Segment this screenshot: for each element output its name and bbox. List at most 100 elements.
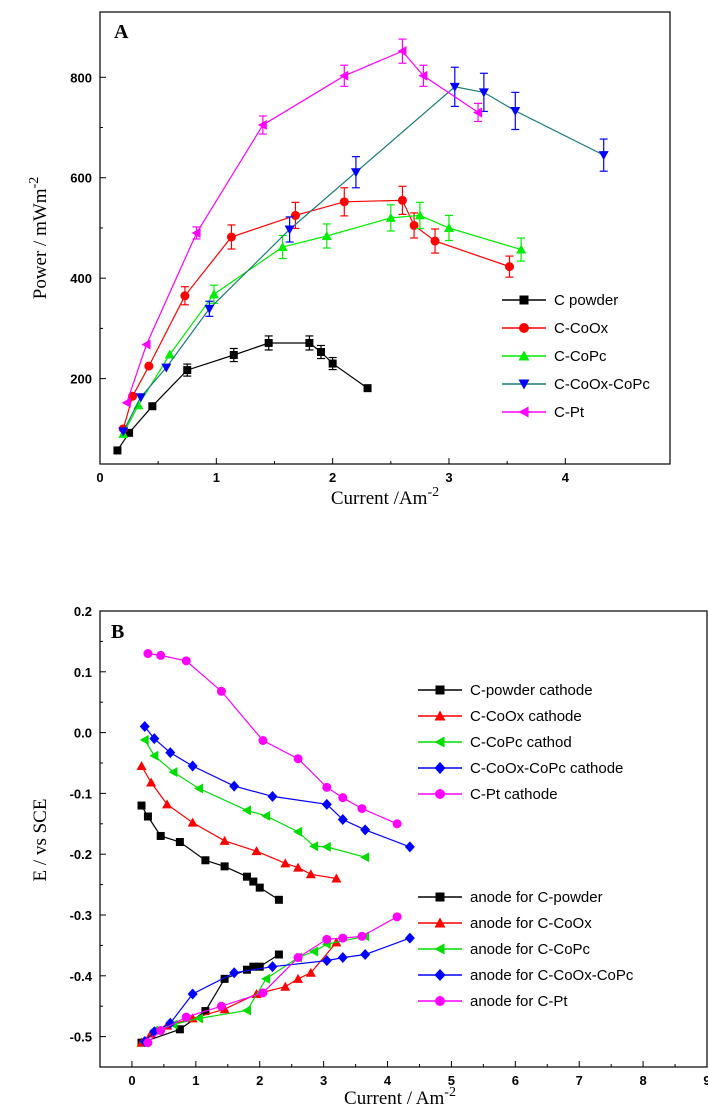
legend-marker: [435, 892, 445, 902]
data-point: [277, 242, 288, 252]
y-tick-label: -0.4: [70, 969, 93, 984]
data-point: [274, 950, 283, 959]
data-point: [274, 895, 283, 904]
data-point: [242, 872, 251, 881]
data-point: [156, 831, 165, 840]
data-point: [360, 852, 370, 863]
legend-entry: C-CoPc cathod: [418, 734, 572, 751]
data-point: [337, 952, 348, 964]
data-point: [321, 798, 332, 810]
legend-marker: [435, 789, 445, 799]
data-point: [261, 973, 271, 984]
series-c-copc: [118, 201, 527, 438]
data-point: [143, 812, 152, 821]
series-line: [122, 199, 510, 429]
data-point: [143, 1038, 153, 1048]
series-c-copc-cathod: [139, 734, 370, 863]
y-tick-label: 0.0: [74, 726, 92, 741]
data-point: [339, 70, 349, 81]
data-point: [309, 946, 319, 957]
panel-a-x-axis-label: Current /Am: [331, 488, 428, 509]
legend-label: C-CoPc cathod: [470, 734, 572, 751]
panel-a-legend: C powder C-CoOx C-CoPc C-CoOx-CoPc C-Pt: [502, 292, 650, 421]
y-tick-label: 600: [70, 171, 92, 186]
y-tick-label: -0.2: [70, 847, 92, 862]
data-point: [194, 783, 204, 794]
y-tick-label: 400: [70, 271, 92, 286]
data-point: [261, 810, 271, 821]
x-tick-label: 2: [256, 1073, 263, 1088]
data-point: [293, 862, 304, 872]
x-tick-label: 4: [562, 470, 570, 485]
data-point: [201, 856, 210, 865]
data-point: [143, 649, 153, 659]
data-point: [220, 862, 229, 871]
legend-marker: [434, 969, 446, 981]
y-tick-label: -0.5: [70, 1030, 92, 1045]
data-point: [443, 222, 454, 232]
data-point: [357, 804, 367, 814]
data-point: [473, 107, 483, 118]
legend-entry: C-CoOx-CoPc cathode: [418, 760, 623, 777]
legend-label: C-Pt: [554, 404, 585, 421]
legend-label: C-CoOx: [554, 320, 609, 337]
legend-marker: [434, 943, 445, 955]
legend-entry: C-powder cathode: [418, 682, 593, 699]
data-point: [175, 838, 184, 847]
data-point: [148, 402, 157, 411]
data-point: [309, 841, 319, 852]
x-tick-label: 9: [703, 1073, 708, 1088]
legend-entry: anode for C-CoOx-CoPc: [418, 967, 634, 984]
data-point: [209, 289, 219, 299]
legend-label: anode for C-CoOx: [470, 915, 592, 932]
y-tick-label: 800: [70, 70, 92, 85]
series-c-powder-cathode: [137, 801, 283, 904]
legend-label: anode for C-CoPc: [470, 941, 591, 958]
data-point: [337, 814, 348, 826]
x-tick-label: 1: [213, 470, 220, 485]
series-line: [144, 739, 366, 858]
series-c-pt: [121, 38, 483, 408]
data-point: [204, 304, 215, 314]
panel-b-x-axis-title: Current / Am-2: [344, 1085, 456, 1109]
data-point: [322, 934, 332, 944]
series-anode-for-c-copc: [139, 931, 370, 1048]
panel-a-y-axis-title: Power / mWm-2: [27, 177, 51, 300]
series-line: [122, 86, 604, 432]
x-tick-label: 3: [320, 1073, 327, 1088]
legend-marker: [435, 996, 445, 1006]
data-point: [280, 858, 291, 868]
y-tick-label: -0.1: [70, 786, 92, 801]
data-point: [118, 427, 129, 437]
data-point: [229, 780, 240, 792]
data-point: [216, 686, 226, 696]
legend-marker: [518, 406, 529, 418]
data-point: [321, 955, 332, 967]
data-point: [350, 168, 361, 178]
data-point: [216, 1001, 226, 1011]
legend-label: anode for C-Pt: [470, 993, 568, 1010]
series-c-coox-copc: [118, 66, 609, 437]
legend-entry: C-Pt cathode: [418, 786, 558, 803]
data-point: [317, 348, 326, 357]
data-point: [385, 212, 396, 222]
panel-b-x-axis-label: Current / Am: [344, 1088, 444, 1109]
data-point: [180, 291, 190, 301]
data-point: [392, 912, 402, 922]
data-point: [139, 721, 150, 733]
legend-label: C powder: [554, 292, 618, 309]
legend-entry: C-CoOx-CoPc: [502, 376, 650, 393]
panel-a-y-axis-label: Power / mWm: [30, 188, 51, 299]
series-c-coox-copc-cathode: [139, 721, 415, 853]
data-point: [255, 883, 264, 892]
panel-a-power-chart: A 0 1 2 3 4 200 400 600 800 C powder C-CoOx C-CoPc…: [27, 11, 671, 509]
y-tick-label: 200: [70, 372, 92, 387]
data-point: [404, 932, 415, 944]
panel-a-ticks: 0 1 2 3 4 200 400 600 800: [70, 70, 569, 485]
x-tick-label: 5: [448, 1073, 455, 1088]
panel-a-x-axis-title: Current /Am-2: [331, 485, 439, 509]
y-tick-label: 0.1: [74, 665, 92, 680]
data-point: [175, 1025, 184, 1034]
data-point: [516, 244, 527, 254]
